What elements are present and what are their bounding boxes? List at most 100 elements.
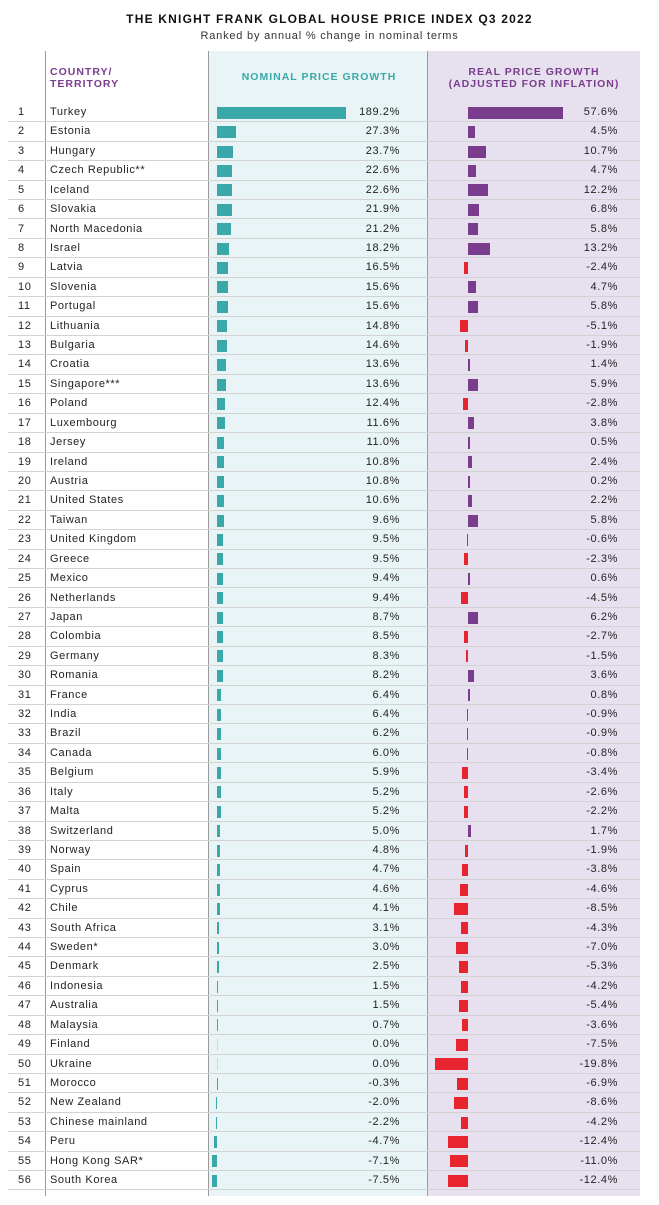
real-bar xyxy=(456,941,468,954)
real-value: 0.2% xyxy=(590,474,618,487)
nominal-bar xyxy=(217,1000,219,1013)
rank-cell: 47 xyxy=(18,999,32,1012)
country-cell: Peru xyxy=(50,1135,76,1148)
nominal-value: 4.6% xyxy=(372,882,400,895)
nominal-value: -2.0% xyxy=(368,1096,400,1109)
real-bar xyxy=(468,242,490,255)
row-separator xyxy=(8,975,640,977)
table-row: 31 France 6.4% 0.8% xyxy=(8,686,640,705)
nominal-bar xyxy=(217,669,223,682)
row-separator xyxy=(8,257,640,259)
table-row: 12 Lithuania 14.8% -5.1% xyxy=(8,317,640,336)
rank-cell: 26 xyxy=(18,591,32,604)
table-row: 11 Portugal 15.6% 5.8% xyxy=(8,297,640,317)
nominal-value: -4.7% xyxy=(368,1135,400,1148)
rank-cell: 22 xyxy=(18,513,32,526)
row-separator xyxy=(8,801,640,803)
nominal-bar xyxy=(217,553,224,566)
nominal-bar xyxy=(217,980,219,993)
nominal-value: -0.3% xyxy=(368,1077,400,1089)
real-bar xyxy=(466,708,468,721)
country-cell: Lithuania xyxy=(50,319,101,332)
row-separator xyxy=(8,626,640,628)
country-divider xyxy=(208,51,209,1196)
country-cell: Romania xyxy=(50,669,99,682)
real-value: -5.4% xyxy=(586,999,618,1012)
country-cell: Czech Republic** xyxy=(50,164,146,177)
nominal-value: 10.8% xyxy=(365,455,400,468)
table-row: 53 Chinese mainland -2.2% -4.2% xyxy=(8,1113,640,1133)
nominal-value: 4.8% xyxy=(372,843,400,856)
rank-cell: 19 xyxy=(18,455,32,468)
real-bar xyxy=(464,844,468,857)
country-cell: Japan xyxy=(50,610,83,623)
row-separator xyxy=(8,529,640,531)
table-row: 55 Hong Kong SAR* -7.1% -11.0% xyxy=(8,1152,640,1172)
rank-cell: 6 xyxy=(18,203,25,216)
table-row: 5 Iceland 22.6% 12.2% xyxy=(8,181,640,201)
nominal-value: 22.6% xyxy=(365,183,400,196)
real-bar xyxy=(462,1019,468,1032)
country-cell: United States xyxy=(50,494,124,507)
country-header-line2: TERRITORY xyxy=(50,78,120,90)
rank-cell: 14 xyxy=(18,358,32,371)
table-row: 13 Bulgaria 14.6% -1.9% xyxy=(8,336,640,356)
nominal-bar xyxy=(217,805,221,818)
real-bar xyxy=(468,572,470,585)
nominal-bar xyxy=(217,300,228,313)
real-value: -6.9% xyxy=(586,1077,618,1089)
real-value: -4.2% xyxy=(586,1115,618,1128)
row-separator xyxy=(8,820,640,822)
nominal-bar xyxy=(217,223,232,236)
real-bar xyxy=(459,961,468,974)
real-value: -2.3% xyxy=(586,552,618,565)
nominal-value: 9.5% xyxy=(372,533,400,546)
real-bar xyxy=(468,300,478,313)
nominal-bar xyxy=(211,1174,217,1187)
real-value: 5.8% xyxy=(590,300,618,313)
country-cell: Cyprus xyxy=(50,882,89,895)
row-separator xyxy=(8,470,640,472)
row-separator xyxy=(8,839,640,841)
rank-cell: 28 xyxy=(18,630,32,643)
rank-cell: 48 xyxy=(18,1018,32,1031)
row-separator xyxy=(8,1170,640,1172)
real-value: 4.7% xyxy=(590,164,618,177)
nominal-value: 15.6% xyxy=(365,280,400,293)
table-row: 3 Hungary 23.7% 10.7% xyxy=(8,142,640,162)
nominal-bar xyxy=(217,378,227,391)
real-bar xyxy=(456,1077,468,1090)
nominal-bar xyxy=(217,786,221,799)
table-row: 40 Spain 4.7% -3.8% xyxy=(8,860,640,880)
row-separator xyxy=(8,237,640,239)
nominal-bar xyxy=(217,126,236,139)
country-cell: South Africa xyxy=(50,921,117,934)
real-value: 12.2% xyxy=(583,183,618,196)
real-bar xyxy=(461,864,468,877)
real-bar xyxy=(459,320,468,333)
country-cell: Brazil xyxy=(50,727,82,740)
nominal-value: 5.2% xyxy=(372,805,400,818)
real-value: -0.6% xyxy=(586,533,618,546)
nominal-bar xyxy=(217,902,220,915)
row-separator xyxy=(8,762,640,764)
country-header-line1: COUNTRY/ xyxy=(50,66,113,78)
nominal-bar xyxy=(217,203,232,216)
nominal-value: 22.6% xyxy=(365,164,400,177)
row-separator xyxy=(8,354,640,356)
rank-cell: 46 xyxy=(18,979,32,992)
country-cell: Malaysia xyxy=(50,1018,99,1031)
rank-cell: 51 xyxy=(18,1077,32,1089)
table-row: 22 Taiwan 9.6% 5.8% xyxy=(8,511,640,531)
table-row: 33 Brazil 6.2% -0.9% xyxy=(8,724,640,744)
real-value: 10.7% xyxy=(583,144,618,157)
country-cell: Portugal xyxy=(50,300,96,313)
real-value: -4.5% xyxy=(586,591,618,604)
country-cell: Israel xyxy=(50,241,81,254)
real-value: -0.8% xyxy=(586,746,618,759)
real-bar xyxy=(468,145,486,158)
table-row: 48 Malaysia 0.7% -3.6% xyxy=(8,1016,640,1036)
real-bar xyxy=(468,417,475,430)
nominal-bar xyxy=(217,184,233,197)
real-value: -8.5% xyxy=(586,902,618,915)
